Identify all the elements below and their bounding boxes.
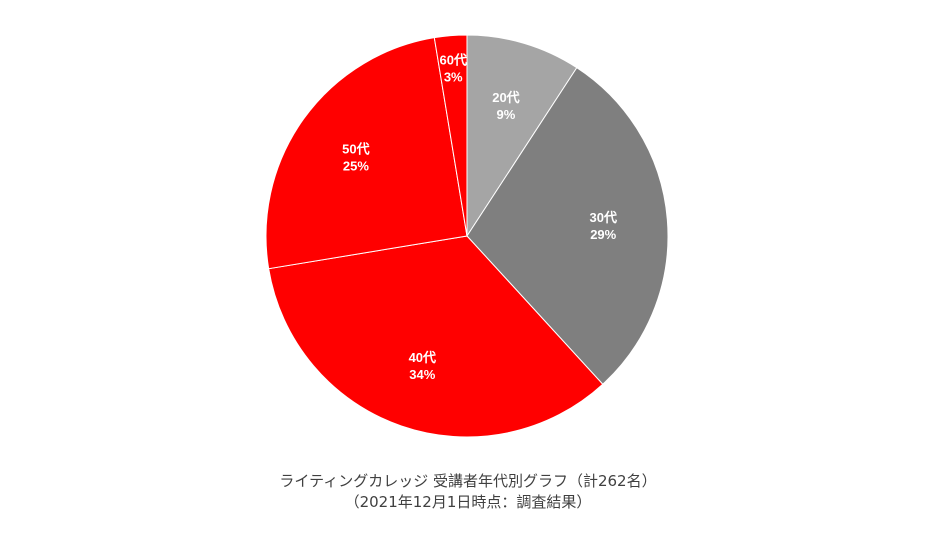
pie-slice-50代: [265, 37, 468, 270]
pie-slice-60代: [433, 34, 468, 237]
pie-chart: 20代 9% 30代 29% 40代 34% 50代 25% 60代 3%: [265, 34, 669, 438]
pie-slice-20代: [466, 34, 578, 238]
slice-label: 50代 25%: [342, 141, 369, 173]
chart-title: ライティングカレッジ 受講者年代別グラフ（計262名）: [279, 472, 657, 490]
slice-label: 60代 3%: [439, 53, 466, 85]
pie-slice-40代: [268, 235, 604, 438]
slice-label: 30代 29%: [589, 210, 616, 242]
chart-subtitle: （2021年12月1日時点：調査結果）: [344, 493, 592, 511]
slice-label: 40代 34%: [409, 350, 436, 382]
pie-slice-30代: [466, 66, 669, 385]
slice-label: 20代 9%: [492, 90, 519, 122]
